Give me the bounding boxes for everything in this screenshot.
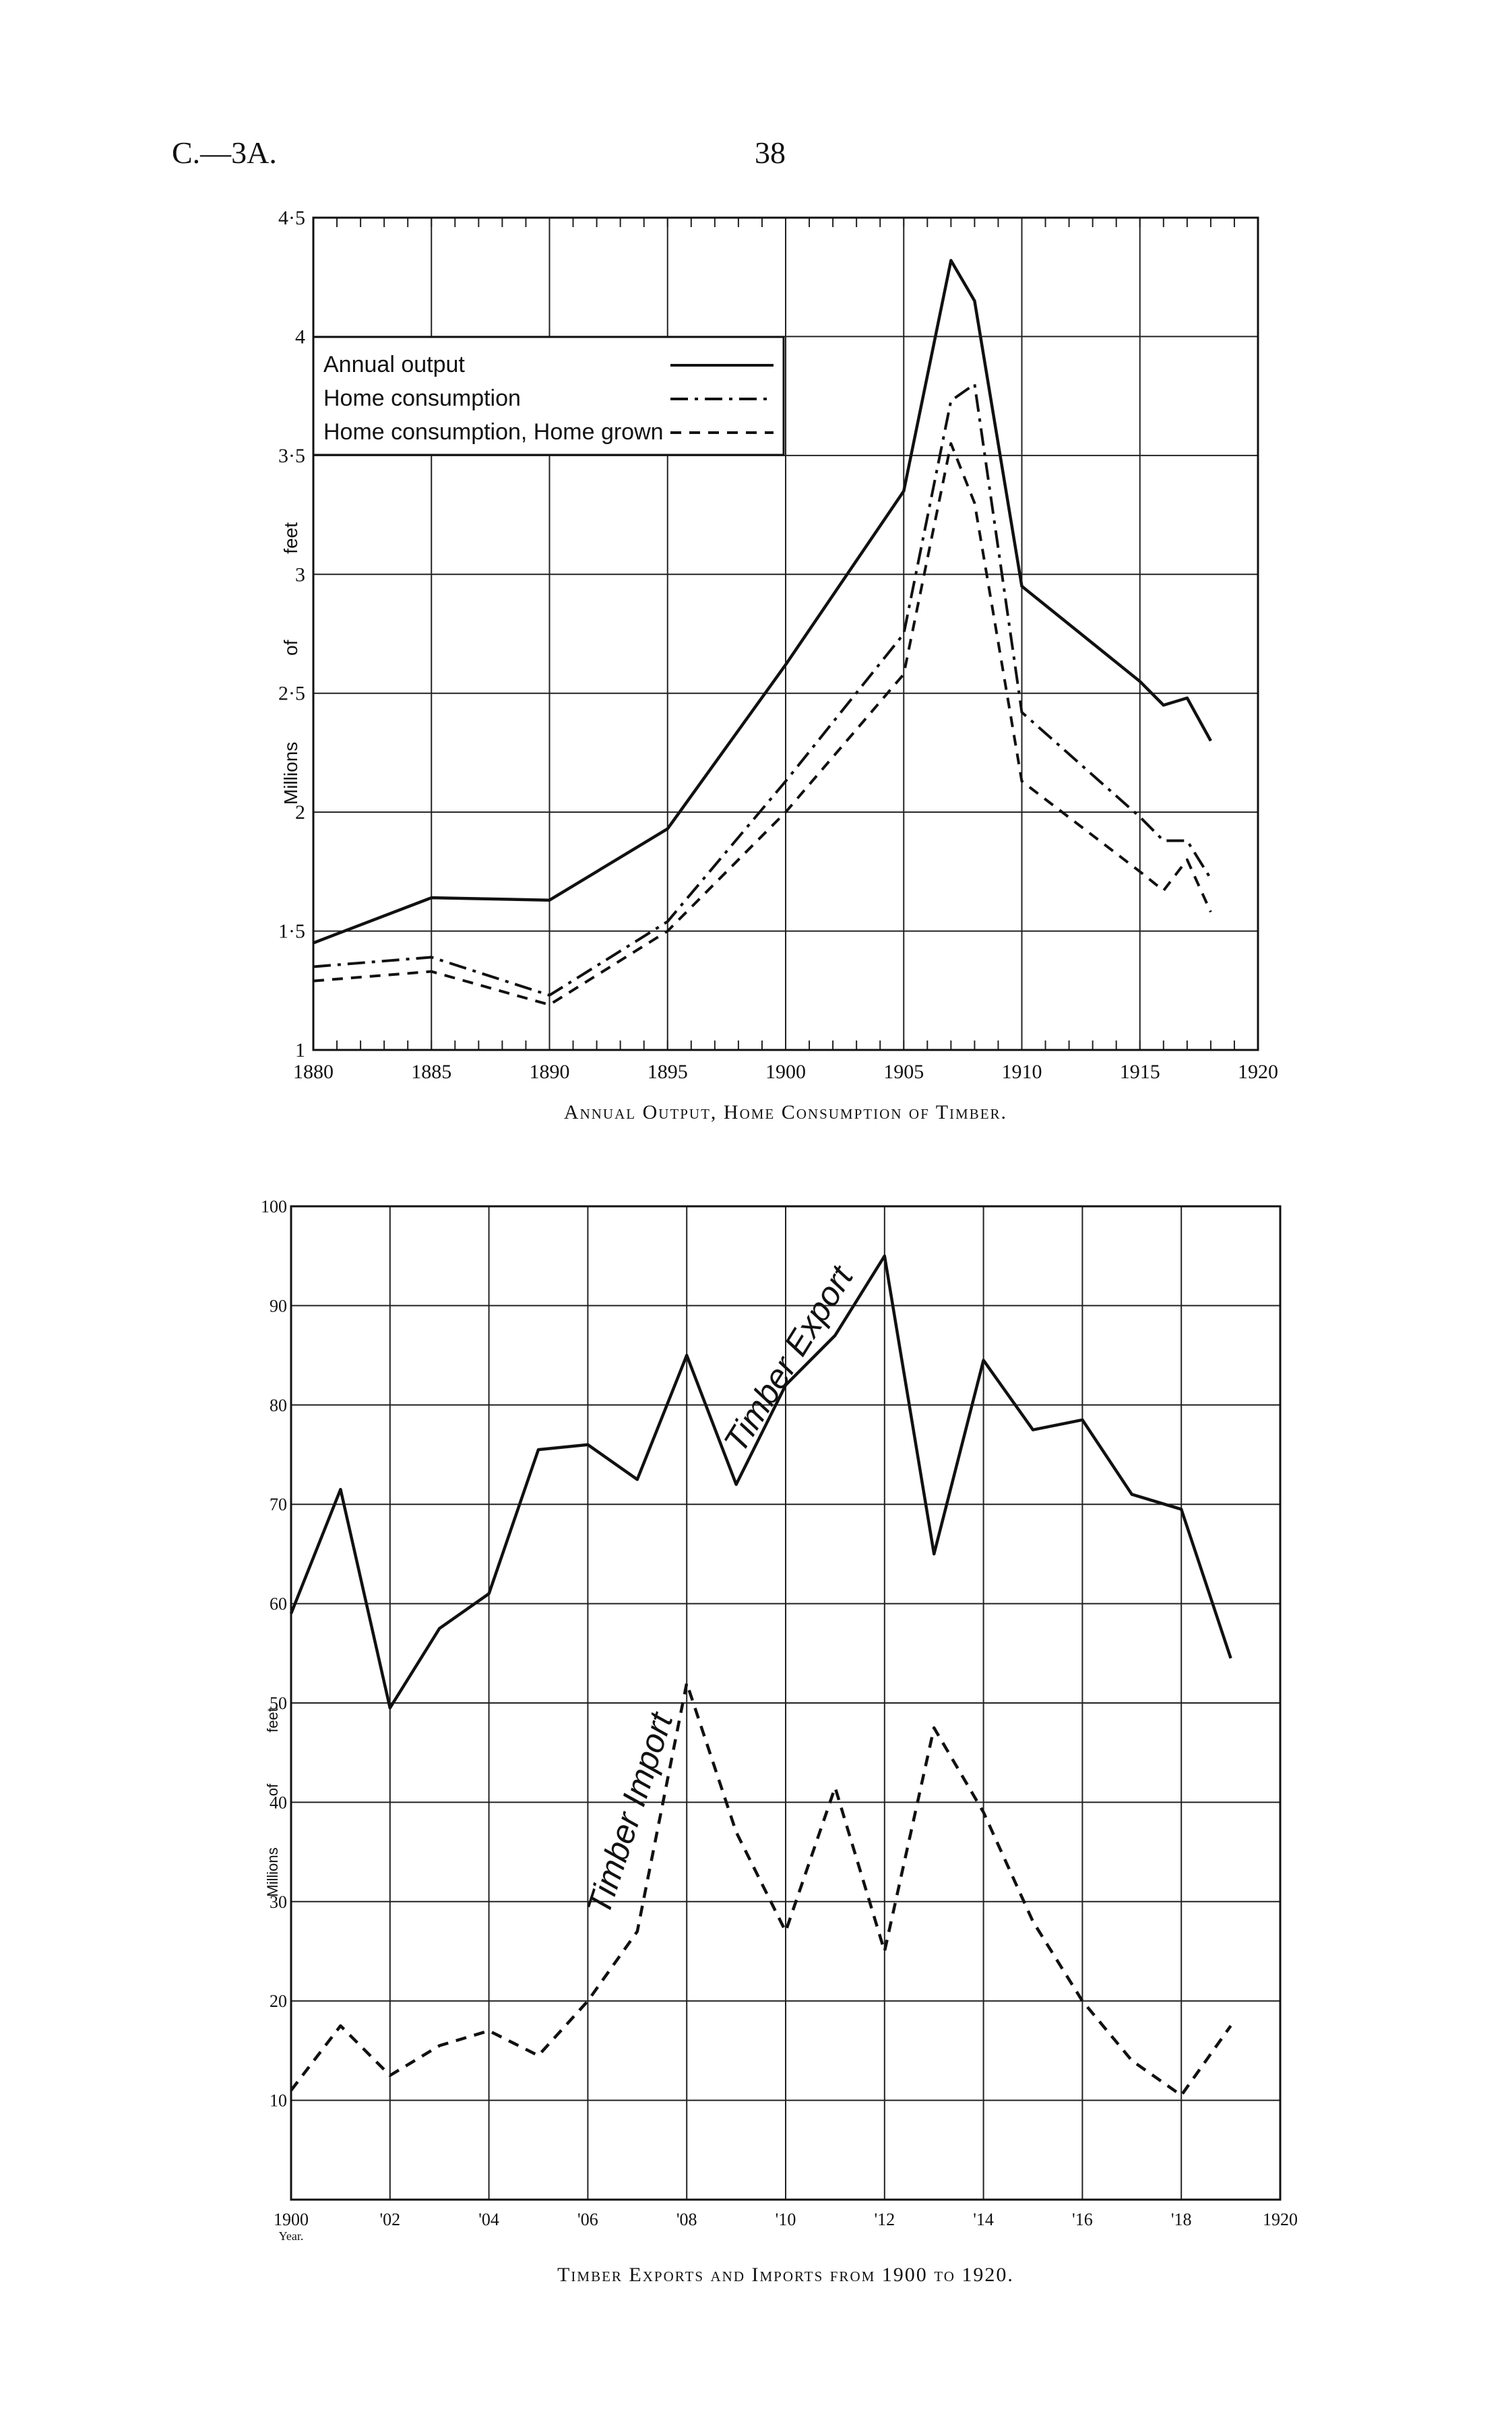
- x-tick-label: 1920: [1263, 2210, 1298, 2229]
- y-tick-label: 3: [295, 563, 305, 586]
- x-tick-label-1880: 1880: [293, 1061, 334, 1083]
- y-tick-label: 4: [295, 325, 305, 348]
- x-tick-label: '10: [776, 2210, 796, 2229]
- x-tick-label: 1900: [274, 2210, 309, 2229]
- x-tick-label-1900: 1900: [765, 1061, 806, 1083]
- y-tick-label-10: 10: [270, 2091, 287, 2111]
- x-tick-label: '02: [379, 2210, 400, 2229]
- y-tick-label-70: 70: [270, 1495, 287, 1514]
- series-label-timber-import: Timber Import: [579, 1707, 681, 1919]
- series-label-timber-export: Timber Export: [716, 1258, 861, 1458]
- chart-1: 1880 1885 1890 1895 1900 1905 1910 1915 1920 1 1·5…: [278, 207, 1278, 1123]
- chart-1-frame: [312, 216, 1259, 1051]
- x-tick-label: '18: [1171, 2210, 1192, 2229]
- y-tick-label-50: 50: [270, 1694, 287, 1713]
- y-tick-label: 3·5: [278, 445, 305, 467]
- legend-box: [312, 336, 785, 456]
- x-tick-label: '14: [973, 2210, 994, 2229]
- x-tick-label-1885: 1885: [411, 1061, 451, 1083]
- chart-2-caption: Timber Exports and Imports from 1900 to …: [557, 2264, 1014, 2286]
- chart-1-caption: Annual Output, Home Consumption of Timbe…: [564, 1101, 1007, 1123]
- series-line-home-consumption-home-grown: [313, 442, 1212, 1006]
- x-tick-label-1895: 1895: [648, 1061, 688, 1083]
- legend-label-3: Home consumption, Home grown: [323, 419, 664, 445]
- chart-2: 1900 '02 '04 '06 '08 '10 '12 '14 '16 '18 1920 Year.…: [261, 1197, 1298, 2286]
- x-tick-label-1905: 1905: [883, 1061, 924, 1083]
- chart-1-legend: Annual output Home consumption Home consum…: [312, 336, 785, 456]
- y-axis-label: Millions of feet: [280, 522, 301, 805]
- series-line-timber-export: [289, 1254, 1232, 1710]
- x-tick-label: '04: [478, 2210, 499, 2229]
- x-tick-label-1920: 1920: [1238, 1061, 1278, 1083]
- x-tick-label-1915: 1915: [1120, 1061, 1160, 1083]
- y-tick-label-30: 30: [270, 1892, 287, 1912]
- y-tick-label: 1: [295, 1039, 305, 1061]
- page-section-code: C.—3A.: [172, 135, 277, 170]
- chart-2-frame: [290, 1205, 1282, 2201]
- x-tick-label: '08: [676, 2210, 697, 2229]
- y-tick-label-40: 40: [270, 1793, 287, 1812]
- page-number: 38: [755, 135, 786, 170]
- x-tick-label-1910: 1910: [1002, 1061, 1042, 1083]
- y-tick-label-20: 20: [270, 1991, 287, 2011]
- x-unit-label: Year.: [279, 2229, 304, 2243]
- legend-label-1: Annual output: [323, 352, 465, 377]
- y-tick-label: 2: [295, 801, 305, 824]
- x-tick-label: '06: [577, 2210, 598, 2229]
- y-tick-label: 1·5: [278, 921, 305, 943]
- y-tick-label: 4·5: [278, 207, 305, 229]
- x-tick-label: '12: [874, 2210, 895, 2229]
- legend-label-2: Home consumption: [323, 385, 521, 411]
- series-line-home-consumption: [313, 383, 1212, 997]
- y-tick-label-60: 60: [270, 1594, 287, 1614]
- y-tick-label-90: 90: [270, 1296, 287, 1315]
- x-tick-label-1890: 1890: [530, 1061, 570, 1083]
- y-tick-label-100: 100: [261, 1197, 287, 1216]
- y-axis-label: Millions of feet: [264, 1708, 281, 1897]
- series-line-timber-import: [290, 1681, 1232, 2097]
- x-tick-label: '16: [1072, 2210, 1093, 2229]
- y-tick-label-80: 80: [270, 1396, 287, 1415]
- series-line-annual-output: [313, 259, 1212, 945]
- y-tick-label: 2·5: [278, 683, 305, 705]
